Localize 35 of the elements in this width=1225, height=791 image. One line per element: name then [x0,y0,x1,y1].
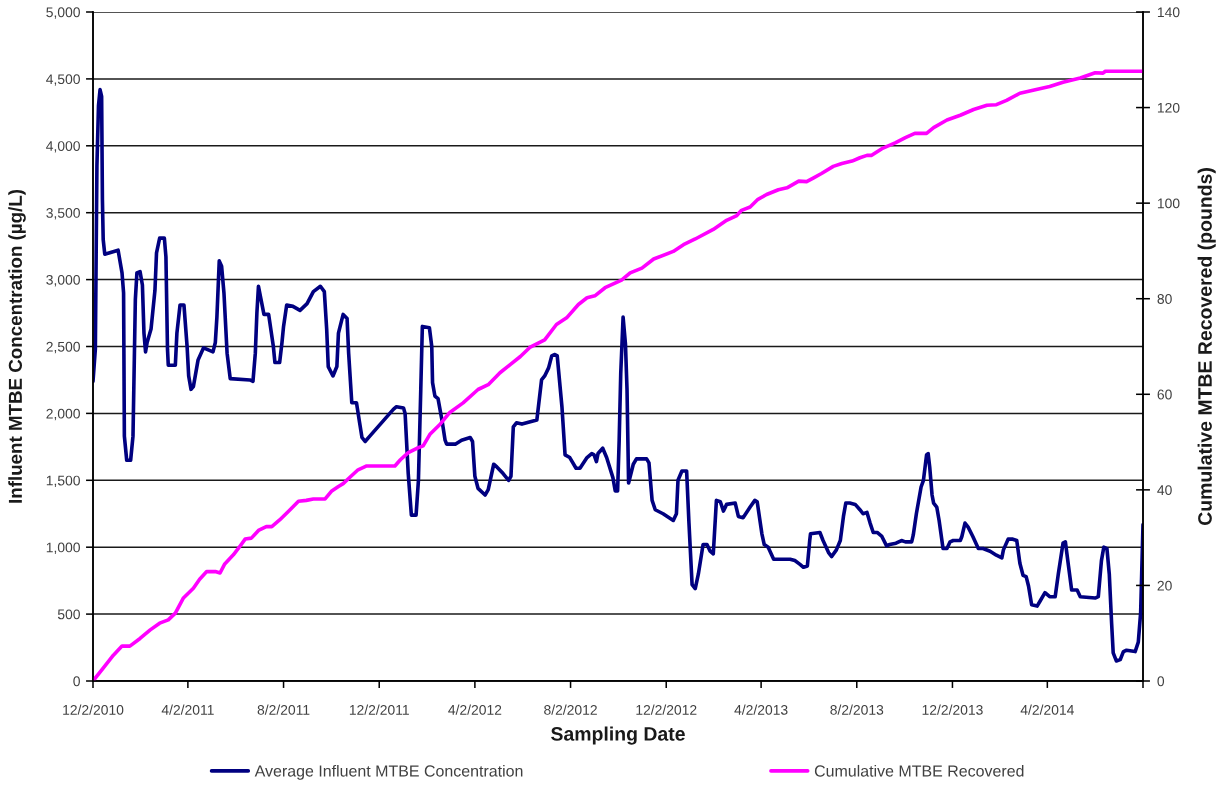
y-tick-label: 1,000 [46,542,80,555]
y-tick-label: 4,500 [46,74,80,86]
legend-label: Cumulative MTBE Recovered [814,764,1024,777]
x-tick-label: 8/2/2011 [257,704,310,715]
y2-tick-label: 0 [1157,676,1165,687]
x-tick-label: 4/2/2014 [1020,704,1074,715]
x-tick-label: 4/2/2013 [734,704,788,715]
x-tick-label: 12/2/2011 [349,704,409,715]
x-tick-label: 12/2/2010 [63,704,124,715]
x-tick-label: 12/2/2012 [636,704,697,715]
y-tick-label: 2,000 [46,408,80,421]
y2-axis-title: Cumulative MTBE Recovered (pounds) [1197,168,1216,526]
y-tick-label: 2,500 [46,341,80,354]
x-tick-label: 8/2/2012 [544,704,597,715]
y-tick-label: 500 [57,609,80,620]
x-tick-label: 4/2/2012 [448,704,502,715]
y2-tick-label: 40 [1157,485,1172,496]
y2-tick-label: 80 [1157,294,1172,304]
y-tick-label: 0 [73,676,80,687]
y2-tick-label: 60 [1157,389,1172,400]
y-tick-label: 3,000 [46,274,80,287]
y2-tick-label: 20 [1157,580,1172,591]
y2-tick-label: 140 [1157,7,1180,18]
legend-label: Average Influent MTBE Concentration [254,764,523,780]
y-tick-label: 1,500 [46,475,80,488]
x-axis-title: Sampling Date [551,726,685,745]
x-tick-label: 4/2/2011 [161,704,214,715]
x-tick-label: 12/2/2013 [922,704,983,715]
y-tick-label: 4,000 [46,141,80,153]
y-axis-title: Influent MTBE Concentration (µg/L) [8,189,26,503]
y-tick-label: 3,500 [46,208,80,220]
y2-tick-label: 100 [1157,198,1180,209]
y-tick-label: 5,000 [46,7,80,19]
y2-tick-label: 120 [1157,102,1180,113]
x-tick-label: 8/2/2013 [830,704,884,715]
